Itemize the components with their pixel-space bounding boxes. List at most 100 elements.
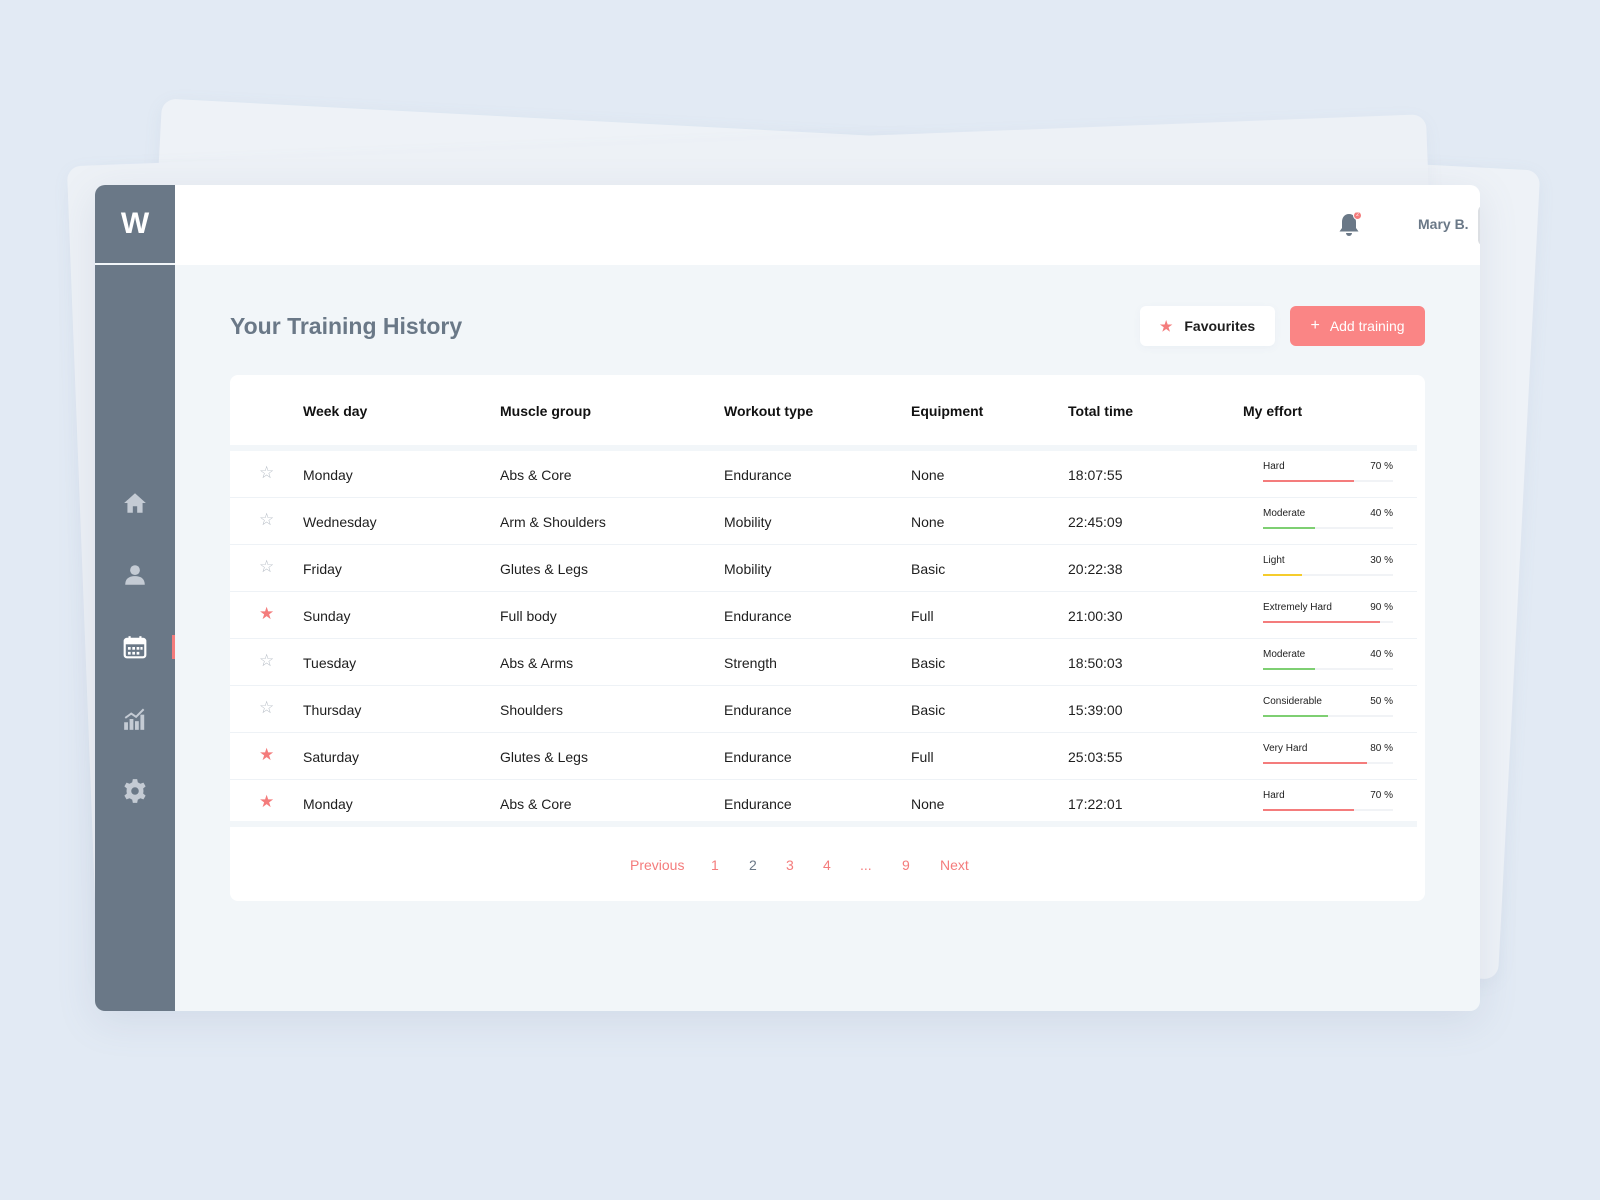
star-outline-icon[interactable]: ☆ — [259, 698, 275, 717]
calendar-icon — [123, 636, 147, 659]
avatar-photo — [1478, 204, 1480, 247]
star-filled-icon[interactable]: ★ — [259, 792, 275, 811]
cell-day: Tuesday — [303, 655, 357, 671]
user-icon — [125, 565, 145, 585]
cell-time: 18:07:55 — [1068, 467, 1123, 483]
add-training-button[interactable]: + Add training — [1290, 306, 1425, 346]
column-my-effort[interactable]: My effort — [1243, 403, 1303, 419]
effort-percent: 40 % — [1370, 649, 1393, 660]
effort-track — [1263, 527, 1393, 529]
effort-bar — [1263, 762, 1367, 764]
cell-day: Monday — [303, 467, 353, 483]
effort-percent: 30 % — [1370, 555, 1393, 566]
effort-track — [1263, 574, 1393, 576]
effort-meter: Moderate 40 % — [1263, 649, 1393, 673]
table-row[interactable]: ★ Sunday Full body Endurance Full 21:00:30 Ext… — [230, 592, 1417, 639]
cell-equipment: Basic — [911, 655, 946, 671]
effort-bar — [1263, 621, 1380, 623]
sidebar-item-profile[interactable] — [95, 539, 175, 611]
page-link[interactable]: 9 — [902, 857, 910, 873]
effort-percent: 90 % — [1370, 602, 1393, 613]
star-outline-icon[interactable]: ☆ — [259, 510, 275, 529]
divider — [230, 821, 1417, 827]
cell-day: Saturday — [303, 749, 360, 765]
page-link-current[interactable]: 2 — [749, 857, 757, 873]
effort-bar — [1263, 480, 1354, 482]
effort-track — [1263, 715, 1393, 717]
cell-time: 17:22:01 — [1068, 796, 1123, 812]
chart-icon — [124, 708, 145, 730]
table-row[interactable]: ★ Monday Abs & Core Endurance None 17:22:01 Ha… — [230, 780, 1417, 827]
star-outline-icon[interactable]: ☆ — [259, 651, 275, 670]
favourites-button[interactable]: ★ Favourites — [1140, 306, 1275, 346]
cell-day: Friday — [303, 561, 342, 577]
column-week-day[interactable]: Week day — [303, 403, 368, 419]
sidebar-item-stats[interactable] — [95, 683, 175, 755]
cell-type: Mobility — [724, 514, 772, 530]
page-ellipsis: ... — [860, 857, 872, 873]
effort-label: Light — [1263, 555, 1285, 566]
effort-label: Considerable — [1263, 696, 1322, 707]
page-title: Your Training History — [230, 313, 463, 339]
sidebar-item-calendar[interactable] — [95, 611, 175, 683]
star-outline-icon[interactable]: ☆ — [259, 463, 275, 482]
cell-day: Thursday — [303, 702, 362, 718]
cell-muscle: Glutes & Legs — [500, 561, 588, 577]
table-row[interactable]: ★ Saturday Glutes & Legs Endurance Full 25:03… — [230, 733, 1417, 780]
effort-track — [1263, 668, 1393, 670]
app-logo[interactable]: W — [95, 185, 175, 265]
gear-icon — [124, 779, 146, 803]
effort-percent: 50 % — [1370, 696, 1393, 707]
cell-type: Endurance — [724, 796, 792, 812]
effort-meter: Extremely Hard 90 % — [1263, 602, 1393, 626]
table-body: ☆ Monday Abs & Core Endurance None 18:07:55 Ha… — [230, 451, 1417, 827]
cell-time: 25:03:55 — [1068, 749, 1123, 765]
effort-label: Very Hard — [1263, 743, 1308, 754]
column-workout-type[interactable]: Workout type — [724, 403, 814, 419]
page-link[interactable]: 3 — [786, 857, 794, 873]
column-total-time[interactable]: Total time — [1068, 403, 1134, 419]
cell-equipment: None — [911, 514, 945, 530]
training-table: Week day Muscle group Workout type Equip… — [230, 375, 1425, 901]
sidebar-item-settings[interactable] — [95, 755, 175, 827]
cell-type: Endurance — [724, 467, 792, 483]
sidebar-item-home[interactable] — [95, 467, 175, 539]
star-filled-icon[interactable]: ★ — [259, 604, 275, 623]
effort-label: Hard — [1263, 790, 1285, 801]
cell-equipment: None — [911, 796, 945, 812]
plus-icon: + — [1310, 317, 1320, 334]
column-muscle-group[interactable]: Muscle group — [500, 403, 592, 419]
add-training-label: Add training — [1329, 318, 1405, 334]
table-row[interactable]: ☆ Wednesday Arm & Shoulders Mobility None 22:… — [230, 498, 1417, 545]
table-row[interactable]: ☆ Tuesday Abs & Arms Strength Basic 18:50:03 M… — [230, 639, 1417, 686]
effort-meter: Light 30 % — [1263, 555, 1393, 579]
cell-type: Strength — [724, 655, 777, 671]
cell-muscle: Full body — [500, 608, 557, 624]
effort-meter: Hard 70 % — [1263, 790, 1393, 814]
effort-bar — [1263, 715, 1328, 717]
avatar[interactable] — [1478, 204, 1480, 247]
pagination: Previous 1 2 3 4 ... 9 Next — [230, 857, 1425, 877]
effort-bar — [1263, 668, 1315, 670]
star-outline-icon[interactable]: ☆ — [259, 557, 275, 576]
table-header: Week day Muscle group Workout type Equip… — [230, 375, 1425, 445]
star-filled-icon[interactable]: ★ — [259, 745, 275, 764]
table-row[interactable]: ☆ Friday Glutes & Legs Mobility Basic 20:22:3… — [230, 545, 1417, 592]
table-row[interactable]: ☆ Thursday Shoulders Endurance Basic 15:39:00… — [230, 686, 1417, 733]
cell-equipment: None — [911, 467, 945, 483]
table-row[interactable]: ☆ Monday Abs & Core Endurance None 18:07:55 Ha… — [230, 451, 1417, 498]
column-equipment[interactable]: Equipment — [911, 403, 984, 419]
effort-bar — [1263, 574, 1302, 576]
pagination-next[interactable]: Next — [940, 857, 969, 873]
cell-equipment: Full — [911, 608, 934, 624]
user-name[interactable]: Mary B. — [1418, 216, 1469, 232]
home-icon — [124, 493, 146, 513]
effort-meter: Considerable 50 % — [1263, 696, 1393, 720]
notifications-button[interactable]: 2 — [1337, 211, 1362, 238]
cell-time: 21:00:30 — [1068, 608, 1123, 624]
pagination-previous[interactable]: Previous — [630, 857, 685, 873]
cell-muscle: Abs & Core — [500, 467, 572, 483]
page-link[interactable]: 1 — [711, 857, 719, 873]
page-link[interactable]: 4 — [823, 857, 831, 873]
effort-label: Extremely Hard — [1263, 602, 1332, 613]
